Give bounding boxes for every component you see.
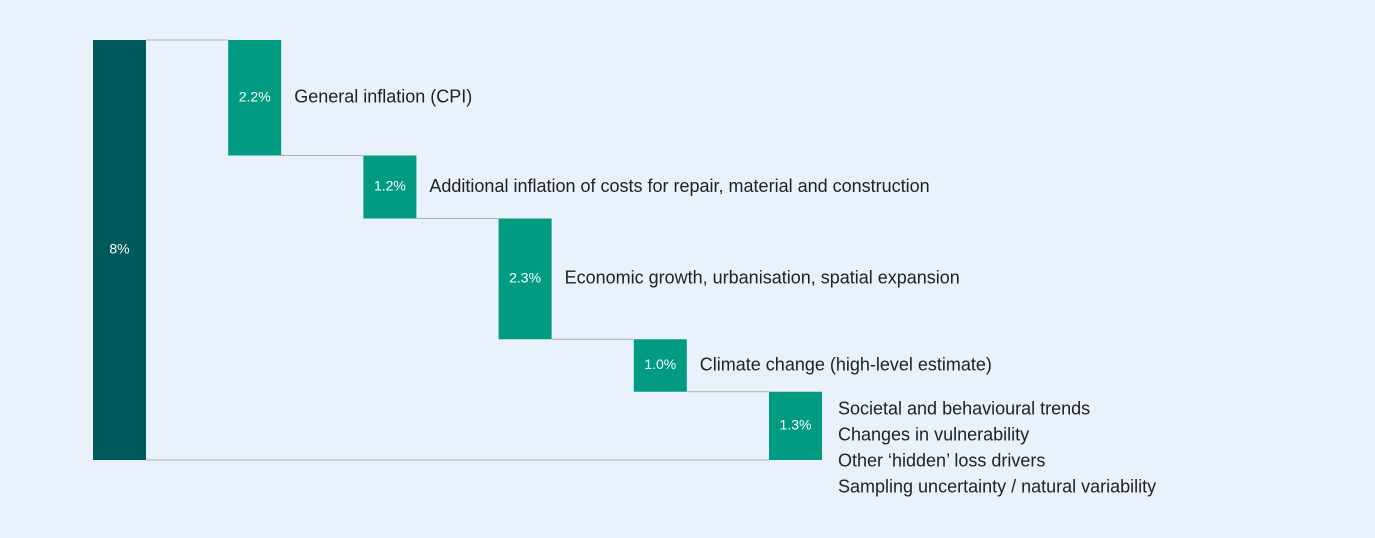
bar — [633, 339, 687, 392]
bar — [363, 155, 417, 219]
category-label: Climate change (high-level estimate) — [700, 354, 992, 374]
bar — [498, 218, 552, 340]
category-label: Changes in vulnerability — [838, 425, 1029, 445]
bar — [769, 391, 822, 460]
value-label: 1.3% — [780, 417, 812, 433]
value-label: 2.3% — [509, 270, 541, 286]
category-label: Societal and behavioural trends — [838, 399, 1090, 419]
category-label: Economic growth, urbanisation, spatial e… — [565, 268, 960, 288]
category-label: Additional inflation of costs for repair… — [429, 176, 929, 196]
value-label: 2.2% — [239, 88, 271, 104]
value-label: 8% — [109, 241, 129, 257]
category-label: Sampling uncertainty / natural variabili… — [838, 477, 1156, 497]
value-label: 1.0% — [644, 356, 676, 372]
value-label: 1.2% — [374, 178, 406, 194]
category-label: Other ‘hidden’ loss drivers — [838, 451, 1045, 471]
bar — [228, 40, 282, 156]
bar — [93, 40, 146, 460]
category-label: General inflation (CPI) — [294, 87, 472, 107]
